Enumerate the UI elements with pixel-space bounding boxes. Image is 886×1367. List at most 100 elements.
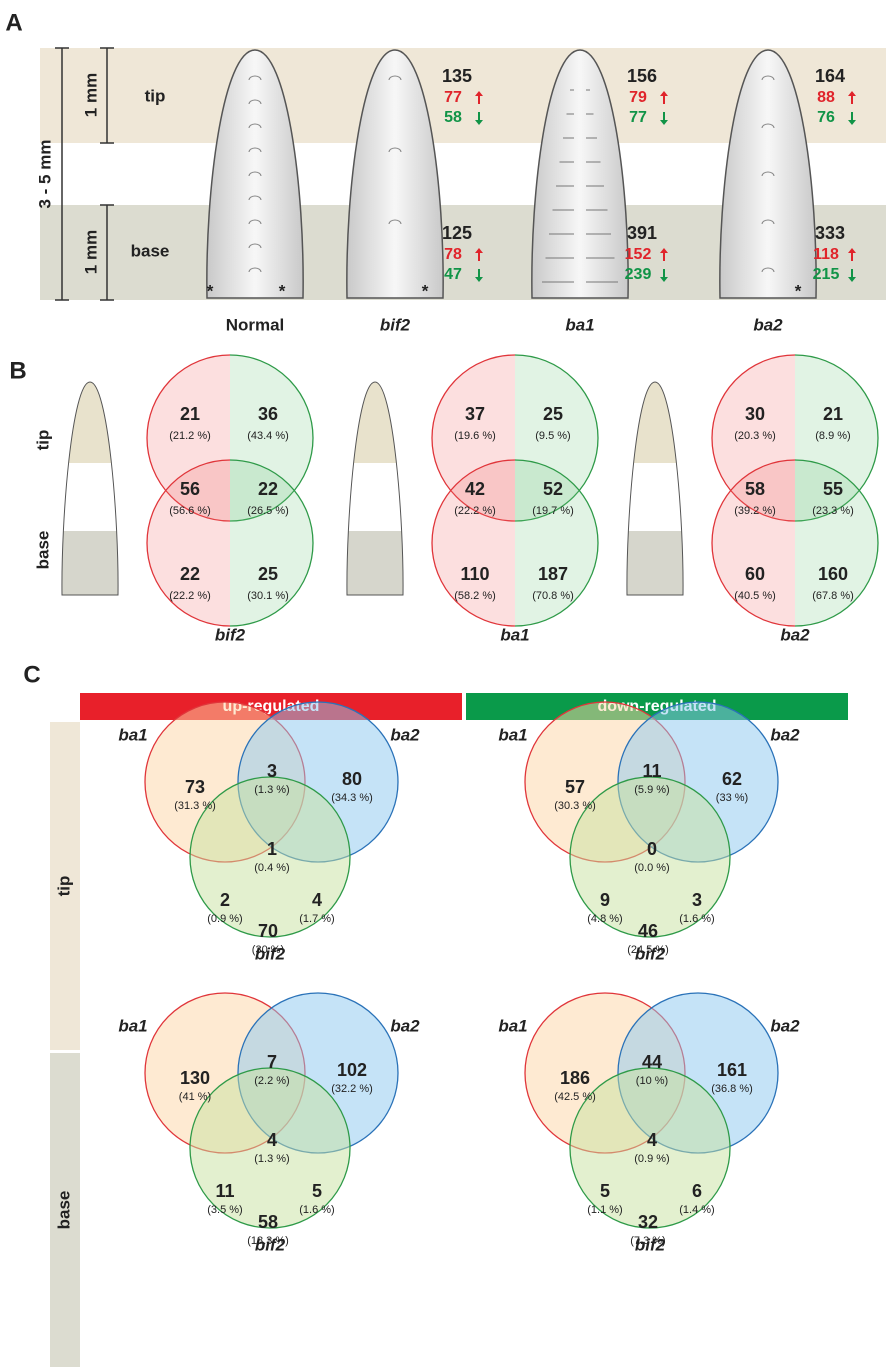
region-count: 0: [647, 839, 657, 859]
region-count: 3: [267, 761, 277, 781]
region-percent: (1.3 %): [254, 784, 289, 796]
region-count: 22: [258, 479, 278, 499]
region-percent: (56.6 %): [169, 505, 211, 517]
region-percent: (8.9 %): [815, 430, 850, 442]
set-label: ba2: [390, 1016, 420, 1035]
row-label: base: [33, 531, 52, 570]
marker: *: [279, 281, 286, 300]
row-label: base: [54, 1191, 73, 1230]
set-label: ba1: [498, 725, 527, 744]
down-count: 77: [629, 109, 647, 126]
region-count: 186: [560, 1068, 590, 1088]
region-percent: (2.2 %): [254, 1075, 289, 1087]
thumbnail: [627, 382, 683, 595]
region-count: 57: [565, 777, 585, 797]
panel-label: B: [9, 357, 26, 384]
region-count: 161: [717, 1060, 747, 1080]
set-label: ba1: [498, 1016, 527, 1035]
region-count: 32: [638, 1212, 658, 1232]
marker: *: [207, 281, 214, 300]
region-percent: (42.5 %): [554, 1091, 596, 1103]
region-percent: (0.0 %): [634, 862, 669, 874]
marker: *: [795, 281, 802, 300]
region-percent: (5.9 %): [634, 784, 669, 796]
panel-label: C: [23, 661, 40, 688]
region-count: 22: [180, 564, 200, 584]
row-label: tip: [33, 430, 52, 451]
row-label: tip: [54, 876, 73, 897]
region-count: 11: [642, 761, 661, 781]
region-percent: (0.4 %): [254, 862, 289, 874]
region-percent: (70.8 %): [532, 590, 574, 602]
region-count: 42: [465, 479, 485, 499]
region-count: 4: [267, 1130, 277, 1150]
set-label: ba2: [390, 725, 420, 744]
scale-label: 3 - 5 mm: [35, 140, 54, 209]
region-count: 21: [180, 404, 200, 424]
region-percent: (33 %): [716, 792, 748, 804]
thumbnail: [347, 382, 403, 595]
set-label: ba2: [770, 725, 800, 744]
region-count: 2: [220, 890, 230, 910]
total-count: 125: [442, 223, 472, 243]
set-label: ba1: [118, 725, 147, 744]
region-count: 44: [642, 1052, 662, 1072]
up-count: 152: [625, 246, 652, 263]
up-count: 78: [444, 246, 462, 263]
region-count: 1: [267, 839, 277, 859]
region-percent: (30 %): [252, 944, 284, 956]
region-percent: (18.3 %): [247, 1235, 289, 1247]
sample-name: Normal: [226, 315, 285, 334]
region-percent: (32.2 %): [331, 1083, 373, 1095]
thumbnail: [62, 382, 118, 595]
region-percent: (31.3 %): [174, 800, 216, 812]
region-percent: (10 %): [636, 1075, 668, 1087]
group-name: bif2: [215, 625, 246, 644]
region-count: 60: [745, 564, 765, 584]
up-count: 77: [444, 89, 462, 106]
region-count: 4: [312, 890, 322, 910]
total-count: 391: [627, 223, 657, 243]
region-count: 62: [722, 769, 742, 789]
total-count: 333: [815, 223, 845, 243]
sample-name: ba1: [565, 315, 594, 334]
set-label: ba1: [118, 1016, 147, 1035]
region-count: 11: [215, 1181, 234, 1201]
region-percent: (1.4 %): [679, 1204, 714, 1216]
region-percent: (4.8 %): [587, 913, 622, 925]
region-percent: (1.6 %): [299, 1204, 334, 1216]
region-percent: (24.5 %): [627, 944, 669, 956]
region-percent: (0.9 %): [634, 1153, 669, 1165]
region-count: 110: [460, 564, 489, 584]
region-percent: (9.5 %): [535, 430, 570, 442]
region-count: 52: [543, 479, 563, 499]
region-percent: (19.6 %): [454, 430, 496, 442]
scale-label: 1 mm: [81, 73, 100, 117]
sample-name: ba2: [753, 315, 783, 334]
down-count: 58: [444, 109, 462, 126]
region-count: 58: [745, 479, 765, 499]
region-percent: (30.3 %): [554, 800, 596, 812]
up-count: 118: [813, 246, 839, 263]
region-count: 25: [258, 564, 278, 584]
total-count: 156: [627, 66, 657, 86]
region-count: 7: [267, 1052, 277, 1072]
down-count: 47: [444, 266, 462, 283]
region-count: 25: [543, 404, 563, 424]
panel-label: A: [5, 9, 22, 36]
region-percent: (1.1 %): [587, 1204, 622, 1216]
region-count: 6: [692, 1181, 702, 1201]
region-percent: (7.3 %): [630, 1235, 665, 1247]
region-count: 58: [258, 1212, 278, 1232]
region-count: 55: [823, 479, 843, 499]
region-count: 187: [538, 564, 568, 584]
region-count: 102: [337, 1060, 367, 1080]
region-percent: (23.3 %): [812, 505, 854, 517]
region-percent: (1.6 %): [679, 913, 714, 925]
region-count: 36: [258, 404, 278, 424]
region-percent: (41 %): [179, 1091, 211, 1103]
figure: A3 - 5 mm1 mm1 mmtipbaseNormal**bif2*135…: [0, 0, 886, 1367]
region-percent: (34.3 %): [331, 792, 373, 804]
row-label: base: [131, 241, 170, 260]
set-label: ba2: [770, 1016, 800, 1035]
